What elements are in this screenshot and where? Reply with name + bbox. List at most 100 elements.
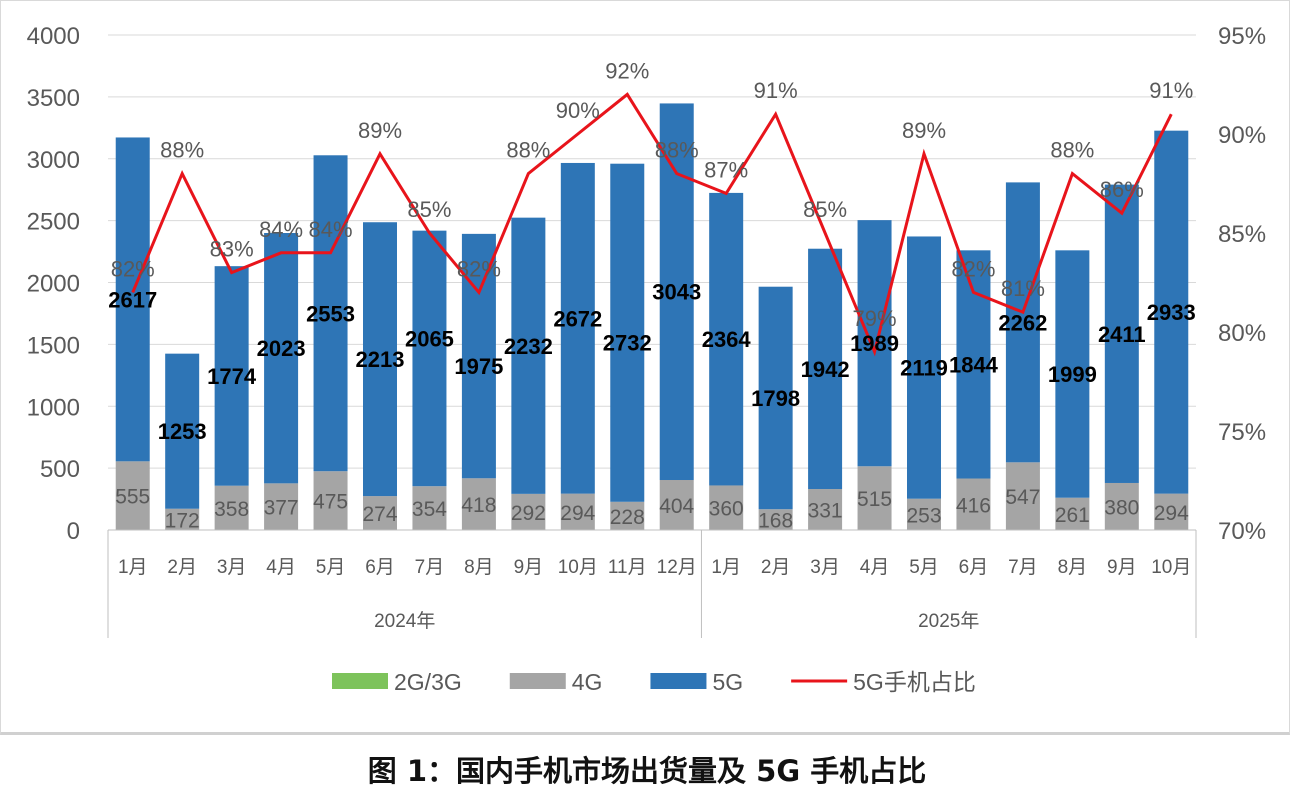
data-label-4g: 172 — [165, 509, 200, 532]
y-tick-label: 1500 — [27, 332, 80, 359]
data-label-5g: 2213 — [356, 347, 405, 372]
x-tick-label: 7月 — [415, 557, 445, 578]
y-tick-label: 3000 — [27, 147, 80, 174]
data-label-4g: 294 — [1154, 502, 1189, 525]
bar-5g — [461, 233, 496, 479]
data-label-4g: 261 — [1055, 504, 1090, 527]
bar-5g — [1104, 184, 1139, 483]
data-label-4g: 354 — [412, 498, 447, 521]
data-label-4g: 331 — [808, 500, 843, 523]
legend-label: 2G/3G — [394, 669, 462, 695]
y-tick-label: 2500 — [27, 209, 80, 236]
data-label-share: 85% — [407, 197, 451, 222]
bar-5g — [115, 137, 150, 462]
legend-label: 4G — [572, 669, 603, 695]
data-label-share: 88% — [655, 138, 699, 163]
bar-4g — [709, 485, 744, 530]
bar-4g — [461, 478, 496, 530]
data-label-5g: 1798 — [751, 386, 800, 411]
data-label-share: 90% — [556, 98, 600, 123]
bar-4g — [659, 480, 694, 530]
data-label-4g: 416 — [956, 494, 991, 517]
data-label-5g: 1999 — [1048, 362, 1097, 387]
x-tick-label: 6月 — [959, 557, 989, 578]
chart-frame — [0, 0, 1290, 735]
data-label-5g: 2617 — [108, 287, 157, 312]
data-label-5g: 2023 — [257, 336, 306, 361]
y2-tick-label: 80% — [1218, 320, 1266, 347]
data-label-share: 83% — [210, 237, 254, 262]
chart-title: 图 1：国内手机市场出货量及 5G 手机占比 — [367, 754, 927, 788]
x-tick-label: 4月 — [860, 557, 890, 578]
data-label-share: 88% — [160, 138, 204, 163]
data-label-4g: 404 — [659, 495, 694, 518]
x-tick-label: 3月 — [217, 557, 247, 578]
data-label-share: 84% — [259, 217, 303, 242]
y2-tick-label: 95% — [1218, 23, 1266, 50]
bar-4g — [511, 493, 546, 530]
x-tick-label: 2月 — [167, 557, 197, 578]
data-label-share: 92% — [605, 58, 649, 83]
year-label: 2024年 — [374, 610, 435, 632]
y2-tick-label: 90% — [1218, 122, 1266, 149]
bar-4g — [214, 485, 249, 530]
bar-5g — [165, 353, 200, 509]
data-label-4g: 292 — [511, 502, 546, 525]
data-label-5g: 1774 — [207, 364, 257, 389]
data-label-share: 88% — [1050, 138, 1094, 163]
data-label-4g: 274 — [362, 503, 397, 526]
data-label-share: 89% — [902, 118, 946, 143]
chart: 0 500 1000 1500 2000 2500 3000 3500 4000 70% 75% 80… — [27, 23, 1266, 695]
x-tick-label: 6月 — [365, 557, 395, 578]
bar-5g — [214, 266, 249, 486]
bar-5g — [1005, 182, 1040, 463]
bar-5g — [1154, 130, 1189, 494]
data-label-share: 82% — [951, 256, 995, 281]
data-label-share: 88% — [506, 138, 550, 163]
data-label-5g: 2732 — [603, 331, 652, 356]
data-label-5g: 1975 — [454, 354, 503, 379]
legend-swatch — [509, 673, 566, 689]
x-tick-label: 5月 — [909, 557, 939, 578]
data-label-4g: 555 — [115, 486, 150, 509]
y-tick-label: 4000 — [27, 23, 80, 50]
x-tick-label: 3月 — [810, 557, 840, 578]
data-label-4g: 168 — [758, 510, 793, 533]
bar-5g — [709, 192, 744, 486]
data-label-5g: 2672 — [553, 306, 602, 331]
bar-4g — [857, 466, 892, 530]
bar-4g — [758, 509, 793, 530]
x-tick-label: 1月 — [711, 557, 741, 578]
bar-4g — [1154, 493, 1189, 530]
data-label-5g: 1253 — [158, 419, 207, 444]
bar-5g — [511, 217, 546, 494]
y2-tick-label: 75% — [1218, 419, 1266, 446]
bar-5g — [758, 286, 793, 510]
data-label-4g: 253 — [906, 504, 941, 527]
data-label-share: 89% — [358, 118, 402, 143]
bar-5g — [264, 233, 299, 484]
data-label-5g: 1844 — [949, 352, 999, 377]
x-tick-label: 12月 — [657, 557, 697, 578]
line-5g-share — [131, 92, 1173, 357]
data-label-5g: 2262 — [998, 310, 1047, 335]
y2-tick-label: 70% — [1218, 518, 1266, 545]
x-tick-label: 5月 — [316, 557, 346, 578]
data-label-4g: 228 — [610, 506, 645, 529]
y2-tick-label: 85% — [1218, 221, 1266, 248]
bar-4g — [363, 496, 397, 530]
bar-4g — [1055, 497, 1090, 530]
data-label-share: 86% — [1100, 177, 1144, 202]
x-tick-label: 10月 — [558, 557, 598, 578]
x-tick-label: 8月 — [464, 557, 494, 578]
bar-5g — [857, 220, 892, 467]
y-tick-label: 2000 — [27, 271, 80, 298]
data-label-5g: 3043 — [652, 280, 701, 305]
data-label-4g: 380 — [1104, 496, 1139, 519]
x-tick-label: 1月 — [118, 557, 148, 578]
data-label-5g: 2232 — [504, 334, 553, 359]
bar-5g — [313, 155, 348, 472]
data-label-4g: 294 — [560, 502, 595, 525]
legend-swatch — [650, 673, 707, 689]
y-tick-label: 500 — [40, 456, 80, 483]
